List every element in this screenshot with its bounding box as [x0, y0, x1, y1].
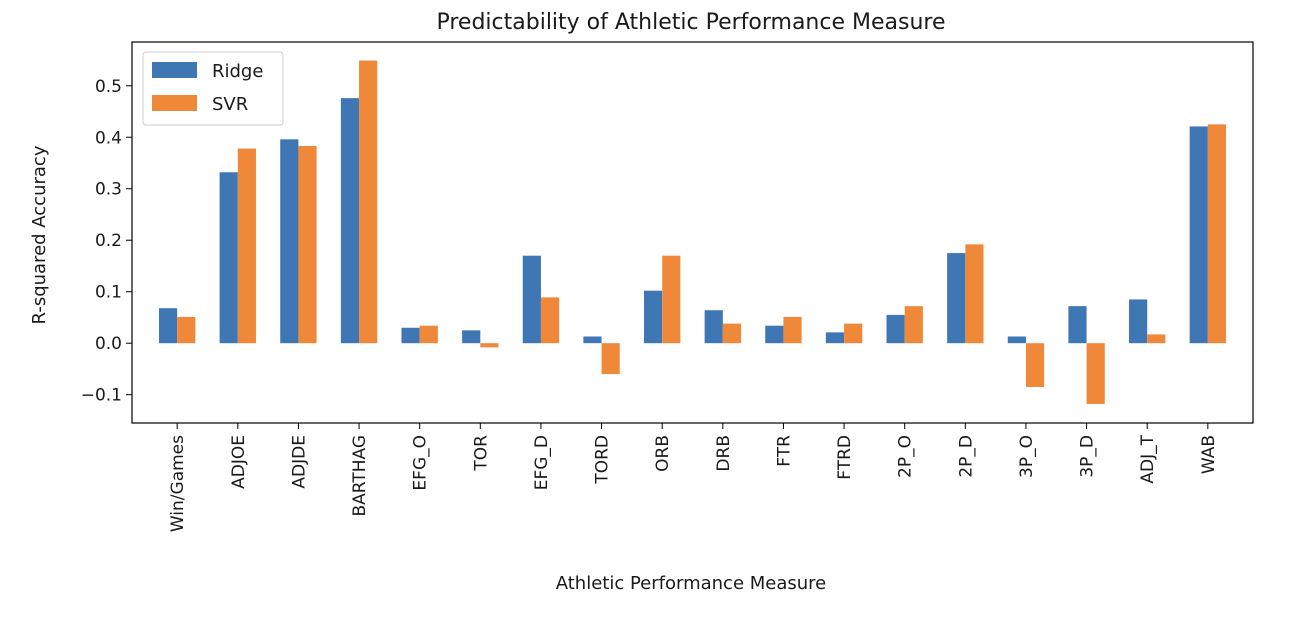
bar-svr — [1025, 343, 1045, 387]
x-tick-label: 3P_O — [1017, 435, 1037, 478]
bar-ridge — [158, 308, 178, 344]
x-tick-label: ADJOE — [229, 435, 249, 489]
bar-ridge — [401, 327, 420, 344]
bar-svr — [237, 148, 256, 344]
bar-ridge — [340, 98, 360, 344]
x-tick-label: EFG_D — [532, 435, 552, 490]
y-axis: −0.1 0.0 0.1 0.2 0.3 0.4 0.5 — [81, 77, 132, 406]
x-tick-label: DRB — [714, 435, 734, 472]
bar-ridge — [644, 290, 663, 344]
y-tick-label: 0.0 — [95, 334, 122, 354]
legend-swatch-svr — [152, 95, 197, 111]
y-tick-label: 0.4 — [95, 128, 122, 148]
bar-svr — [783, 316, 802, 344]
y-tick-label: 0.3 — [95, 180, 122, 200]
bar-svr — [298, 146, 317, 344]
bar-ridge — [583, 336, 602, 344]
x-tick-label: 2P_O — [896, 435, 916, 478]
x-tick-label: 3P_D — [1078, 435, 1098, 478]
x-tick-label: 2P_D — [956, 435, 976, 478]
bar-ridge — [219, 172, 238, 344]
bars — [158, 60, 1227, 404]
x-tick-label: FTR — [774, 435, 794, 467]
bar-svr — [359, 60, 378, 344]
bar-svr — [601, 343, 620, 375]
x-tick-label: FTRD — [835, 435, 855, 480]
bar-svr — [1086, 343, 1105, 404]
y-tick-label: 0.1 — [95, 283, 122, 303]
bar-svr — [722, 323, 741, 344]
bar-svr — [844, 323, 863, 344]
x-tick-label: WAB — [1199, 435, 1219, 474]
legend-swatch-ridge — [152, 62, 197, 78]
x-tick-label: TORD — [593, 435, 613, 485]
x-tick-label: BARTHAG — [350, 435, 370, 517]
y-tick-label: 0.5 — [95, 77, 122, 97]
bar-ridge — [280, 139, 299, 344]
x-tick-label: ADJ_T — [1138, 434, 1158, 483]
bar-ridge — [1007, 336, 1026, 344]
bar-svr — [480, 343, 499, 348]
bar-ridge — [1129, 299, 1148, 344]
bar-ridge — [765, 325, 784, 344]
x-tick-label: ORB — [653, 435, 673, 472]
x-axis: Win/Games ADJOE ADJDE BARTHAG EFG_O TOR EFG_D T… — [168, 423, 1219, 532]
plot-frame — [131, 41, 1254, 424]
bar-svr — [1207, 124, 1227, 344]
x-tick-label: EFG_O — [411, 435, 431, 491]
bar-ridge — [1189, 126, 1208, 344]
bar-svr — [904, 306, 923, 344]
bar-ridge — [462, 330, 481, 344]
y-tick-label: −0.1 — [81, 386, 122, 406]
bar-ridge — [886, 314, 905, 344]
bar-svr — [540, 297, 560, 344]
bar-svr — [965, 244, 984, 344]
x-axis-label: Athletic Performance Measure — [556, 573, 827, 594]
bar-ridge — [947, 253, 966, 344]
legend-label-svr: SVR — [212, 94, 248, 115]
bar-ridge — [825, 332, 845, 344]
legend-label-ridge: Ridge — [212, 61, 263, 82]
chart-title: Predictability of Athletic Performance M… — [436, 10, 945, 35]
x-tick-label: Win/Games — [168, 435, 188, 532]
x-tick-label: TOR — [471, 435, 491, 472]
x-tick-label: ADJDE — [289, 435, 309, 489]
bar-svr — [419, 325, 438, 344]
y-tick-label: 0.2 — [95, 231, 122, 251]
bar-ridge — [704, 310, 723, 344]
y-axis-label: R-squared Accuracy — [29, 145, 50, 324]
bar-ridge — [1068, 306, 1087, 344]
bar-svr — [177, 316, 196, 344]
bar-svr — [1147, 334, 1166, 344]
legend: Ridge SVR — [142, 51, 284, 126]
bar-ridge — [522, 255, 541, 344]
bar-svr — [662, 255, 681, 344]
